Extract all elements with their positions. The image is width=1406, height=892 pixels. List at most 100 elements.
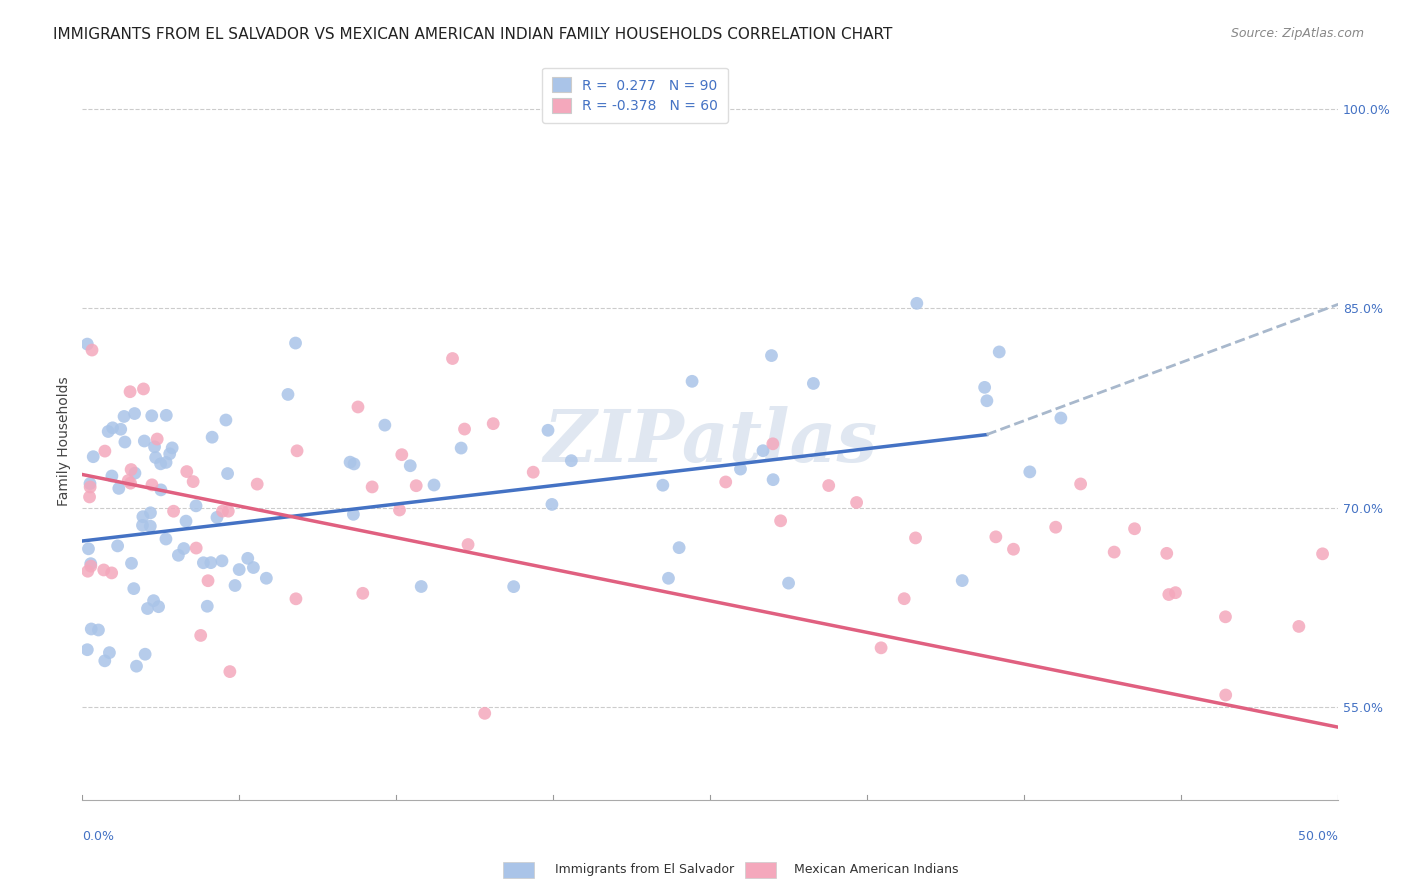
Point	[134, 434, 156, 448]
Point	[224, 578, 246, 592]
Point	[114, 435, 136, 450]
Point	[778, 576, 800, 591]
Point	[184, 499, 207, 513]
Point	[76, 337, 98, 351]
Point	[186, 541, 208, 555]
Point	[668, 541, 690, 555]
Point	[107, 539, 129, 553]
Point	[236, 551, 259, 566]
Point	[904, 531, 927, 545]
Text: IMMIGRANTS FROM EL SALVADOR VS MEXICAN AMERICAN INDIAN FAMILY HOUSEHOLDS CORRELA: IMMIGRANTS FROM EL SALVADOR VS MEXICAN A…	[53, 27, 893, 42]
Point	[1123, 522, 1146, 536]
Point	[176, 465, 198, 479]
Point	[132, 382, 155, 396]
Point	[1312, 547, 1334, 561]
Point	[79, 476, 101, 491]
Point	[984, 530, 1007, 544]
Point	[80, 559, 103, 574]
Point	[870, 640, 893, 655]
Point	[112, 409, 135, 424]
Point	[155, 455, 177, 469]
Point	[80, 343, 103, 357]
Point	[141, 478, 163, 492]
Point	[79, 480, 101, 494]
Point	[120, 384, 142, 399]
Point	[211, 554, 233, 568]
Point	[537, 423, 560, 437]
Point	[77, 541, 100, 556]
Point	[976, 393, 998, 408]
Point	[347, 400, 370, 414]
Point	[423, 478, 446, 492]
Point	[1215, 688, 1237, 702]
Point	[1002, 542, 1025, 557]
Point	[124, 407, 146, 421]
Y-axis label: Family Households: Family Households	[58, 376, 72, 506]
Point	[246, 477, 269, 491]
Point	[124, 466, 146, 480]
Text: Source: ZipAtlas.com: Source: ZipAtlas.com	[1230, 27, 1364, 40]
Point	[193, 556, 215, 570]
Legend: R =  0.277   N = 90, R = -0.378   N = 60: R = 0.277 N = 90, R = -0.378 N = 60	[541, 68, 728, 123]
Point	[197, 574, 219, 588]
Point	[97, 425, 120, 439]
Point	[120, 462, 142, 476]
Point	[145, 450, 167, 465]
Point	[374, 418, 396, 433]
Point	[76, 642, 98, 657]
Point	[817, 478, 839, 492]
Point	[228, 563, 250, 577]
Point	[762, 473, 785, 487]
Point	[173, 541, 195, 556]
Point	[174, 514, 197, 528]
Point	[217, 467, 239, 481]
Point	[988, 345, 1011, 359]
Point	[343, 457, 366, 471]
Point	[339, 455, 361, 469]
Point	[149, 457, 172, 471]
Text: 0.0%: 0.0%	[83, 830, 114, 843]
Point	[93, 563, 115, 577]
Point	[211, 504, 233, 518]
Point	[973, 380, 995, 394]
Point	[148, 599, 170, 614]
Point	[167, 549, 190, 563]
Point	[160, 441, 183, 455]
Point	[132, 509, 155, 524]
Text: Immigrants from El Salvador: Immigrants from El Salvador	[555, 863, 734, 876]
Point	[762, 437, 785, 451]
Point	[139, 519, 162, 533]
Point	[162, 504, 184, 518]
Point	[149, 483, 172, 497]
Point	[399, 458, 422, 473]
Point	[110, 422, 132, 436]
Point	[450, 441, 472, 455]
Point	[254, 571, 277, 585]
Point	[125, 659, 148, 673]
Point	[893, 591, 915, 606]
Point	[285, 443, 308, 458]
Point	[94, 444, 117, 458]
Point	[405, 479, 427, 493]
Point	[1288, 619, 1310, 633]
Point	[136, 601, 159, 615]
Point	[761, 349, 783, 363]
Point	[155, 532, 177, 546]
Point	[803, 376, 825, 391]
Point	[217, 504, 239, 518]
Text: ZIPatlas: ZIPatlas	[543, 406, 877, 476]
Point	[142, 593, 165, 607]
Point	[411, 580, 433, 594]
Point	[195, 599, 218, 614]
Point	[522, 465, 544, 479]
Point	[101, 421, 124, 435]
Point	[201, 430, 224, 444]
Point	[80, 622, 103, 636]
Point	[79, 490, 101, 504]
Point	[98, 646, 121, 660]
Point	[146, 432, 169, 446]
Point	[284, 336, 307, 351]
Point	[388, 503, 411, 517]
Point	[131, 518, 153, 533]
Point	[560, 453, 582, 467]
